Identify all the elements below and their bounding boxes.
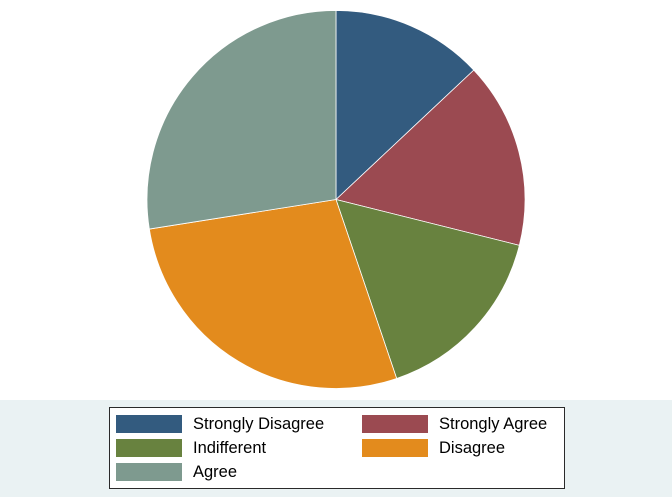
legend-item-disagree: Disagree <box>362 438 505 458</box>
legend-item-strongly-disagree: Strongly Disagree <box>116 414 324 434</box>
legend-swatch <box>116 439 182 457</box>
legend-swatch <box>362 415 428 433</box>
legend-label: Agree <box>193 463 238 481</box>
pie-slice-strongly-disagree <box>335 10 475 200</box>
legend-label: Strongly Agree <box>439 415 548 433</box>
legend-label: Disagree <box>439 439 506 457</box>
legend-item-agree: Agree <box>116 462 237 482</box>
pie-chart <box>146 10 526 389</box>
legend-swatch <box>362 439 428 457</box>
pie-slice-strongly-agree <box>335 69 526 246</box>
legend-label: Indifferent <box>193 439 267 457</box>
pie-slice-agree <box>146 10 337 230</box>
legend-label: Strongly Disagree <box>193 415 325 433</box>
legend: Strongly Disagree Strongly Agree Indiffe… <box>109 407 565 489</box>
legend-swatch <box>116 415 182 433</box>
legend-item-strongly-agree: Strongly Agree <box>362 414 547 434</box>
legend-item-indifferent: Indifferent <box>116 438 266 458</box>
legend-swatch <box>116 463 182 481</box>
plot-region <box>146 10 526 389</box>
pie-slice-disagree <box>148 199 398 389</box>
